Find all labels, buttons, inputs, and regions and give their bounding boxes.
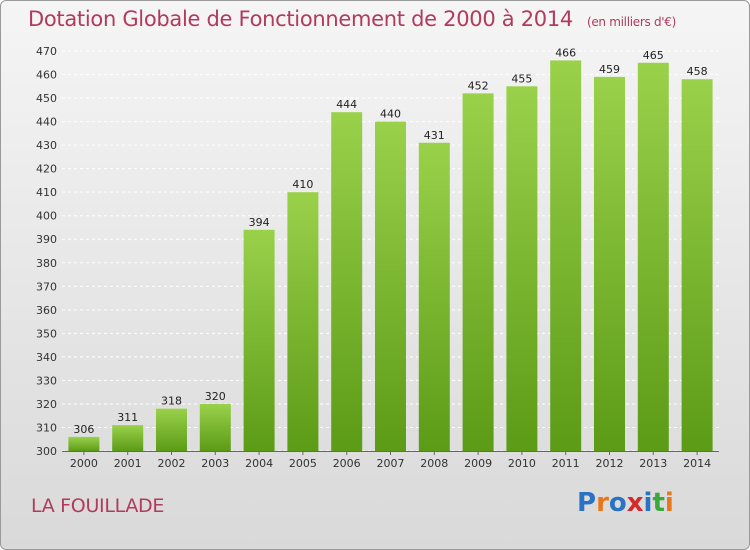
unit-label: (en milliers d'€) [586, 15, 676, 29]
y-tick-label: 410 [36, 186, 57, 199]
x-tick-label-2001: 2001 [114, 457, 142, 470]
bar-2010 [506, 86, 538, 451]
y-tick-label: 310 [36, 421, 57, 434]
bar-2002 [156, 408, 187, 451]
logo-letter: t [652, 488, 665, 518]
x-tick-label-2012: 2012 [596, 457, 624, 470]
bar-2004 [243, 229, 275, 451]
bar-chart: 300 310 320 330 340 350 360 370 380 390 400 410 420 4… [36, 45, 719, 470]
x-tick-label-2000: 2000 [70, 457, 98, 470]
bar-2014 [681, 79, 713, 451]
x-tick-label-2007: 2007 [377, 457, 405, 470]
x-tick-label-2011: 2011 [552, 457, 580, 470]
x-tick-label-2013: 2013 [639, 457, 667, 470]
bar-2013 [637, 62, 669, 451]
bar-2006 [331, 112, 363, 452]
place-name: LA FOUILLADE [31, 495, 165, 517]
chart-title: Dotation Globale de Fonctionnement de 20… [28, 7, 676, 31]
logo-letter: i [664, 488, 674, 518]
logo-letter: i [643, 488, 653, 518]
value-label-2004: 394 [249, 216, 270, 229]
y-tick-label: 430 [36, 139, 57, 152]
x-tick-label-2006: 2006 [333, 457, 361, 470]
value-label-2008: 431 [424, 129, 445, 142]
y-tick-label: 340 [36, 351, 57, 364]
bar-2007 [375, 121, 406, 452]
value-label-2001: 311 [117, 411, 138, 424]
y-tick-label: 470 [36, 45, 57, 58]
y-tick-label: 360 [36, 304, 57, 317]
y-tick-label: 460 [36, 69, 57, 82]
x-tick-label-2004: 2004 [245, 457, 273, 470]
x-tick-label-2003: 2003 [201, 457, 229, 470]
x-tick-label-2008: 2008 [420, 457, 448, 470]
proxiti-logo: Proxiti [577, 488, 674, 518]
bar-2012 [594, 76, 625, 451]
title-text: Dotation Globale de Fonctionnement de 20… [28, 7, 573, 31]
value-label-2003: 320 [205, 390, 226, 403]
logo-letter: P [577, 488, 597, 518]
logo-letter: o [608, 488, 627, 518]
value-label-2010: 455 [511, 72, 532, 85]
y-tick-label: 330 [36, 374, 57, 387]
y-tick-label: 350 [36, 327, 57, 340]
x-tick-label-2002: 2002 [158, 457, 186, 470]
bar-2001 [112, 425, 144, 451]
y-tick-label: 300 [36, 445, 57, 458]
value-label-2006: 444 [336, 98, 357, 111]
value-label-2012: 459 [599, 63, 620, 76]
value-label-2009: 452 [468, 79, 489, 92]
value-label-2002: 318 [161, 395, 182, 408]
bar-2003 [199, 403, 231, 451]
x-tick-label-2010: 2010 [508, 457, 536, 470]
bar-2011 [550, 60, 582, 451]
bar-2005 [287, 192, 319, 452]
y-tick-label: 370 [36, 280, 57, 293]
y-tick-label: 320 [36, 398, 57, 411]
value-label-2007: 440 [380, 108, 401, 121]
y-tick-label: 400 [36, 210, 57, 223]
y-tick-label: 390 [36, 233, 57, 246]
bar-2009 [462, 93, 494, 452]
y-tick-label: 440 [36, 116, 57, 129]
value-label-2013: 465 [643, 49, 664, 62]
x-tick-label-2014: 2014 [683, 457, 711, 470]
y-tick-label: 450 [36, 92, 57, 105]
y-tick-label: 420 [36, 163, 57, 176]
x-tick-label-2009: 2009 [464, 457, 492, 470]
y-tick-label: 380 [36, 257, 57, 270]
value-label-2014: 458 [687, 65, 708, 78]
value-label-2011: 466 [555, 46, 576, 59]
bar-2008 [418, 142, 450, 451]
x-tick-label-2005: 2005 [289, 457, 317, 470]
value-label-2005: 410 [292, 178, 313, 191]
logo-letter: r [596, 488, 609, 518]
value-label-2000: 306 [73, 423, 94, 436]
bar-2000 [68, 436, 100, 451]
logo-letter: x [626, 488, 644, 518]
